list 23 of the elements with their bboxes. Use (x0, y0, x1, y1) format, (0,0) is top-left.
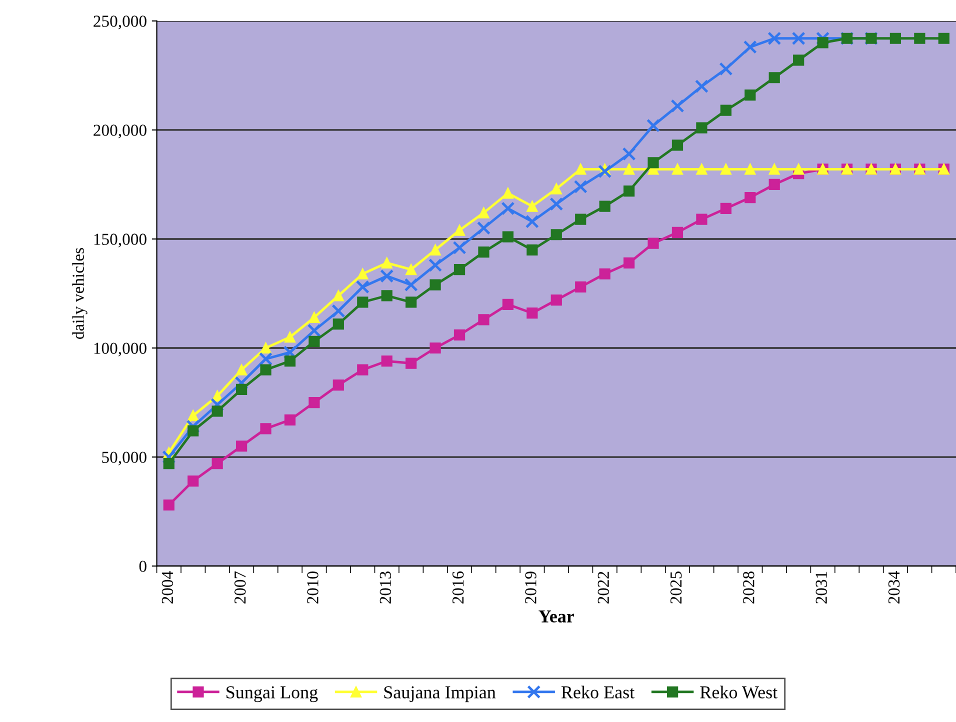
legend-label: Sungai Long (226, 686, 318, 702)
x-tick-label: 2016 (452, 571, 464, 604)
y-tick-label: 250,000 (94, 16, 146, 30)
y-tick-label: 50,000 (102, 452, 146, 466)
y-tick-label: 150,000 (94, 234, 146, 248)
x-tick-label: 2031 (816, 572, 827, 604)
y-tick-label: 100,000 (94, 342, 146, 356)
x-tick-label: 2004 (162, 571, 174, 604)
x-tick-label: 2022 (598, 572, 609, 604)
x-tick-label: 2034 (888, 571, 900, 604)
x-tick-label: 2028 (743, 572, 754, 604)
x-tick-label: 2007 (234, 571, 246, 604)
y-tick-label: 0 (139, 560, 146, 572)
x-tick-label: 2010 (307, 572, 318, 604)
x-tick-label: 2019 (525, 572, 536, 604)
legend-label: Reko East (561, 686, 635, 698)
x-tick-label: 2013 (380, 572, 392, 604)
y-tick-label: 200,000 (94, 124, 146, 138)
legend-label: Saujana Impian (384, 686, 496, 702)
x-tick-label: 2025 (670, 572, 682, 604)
x-axis-title: Year (538, 610, 574, 623)
legend-label: Reko West (700, 686, 778, 699)
y-axis-title: daily vehicles (72, 248, 88, 339)
